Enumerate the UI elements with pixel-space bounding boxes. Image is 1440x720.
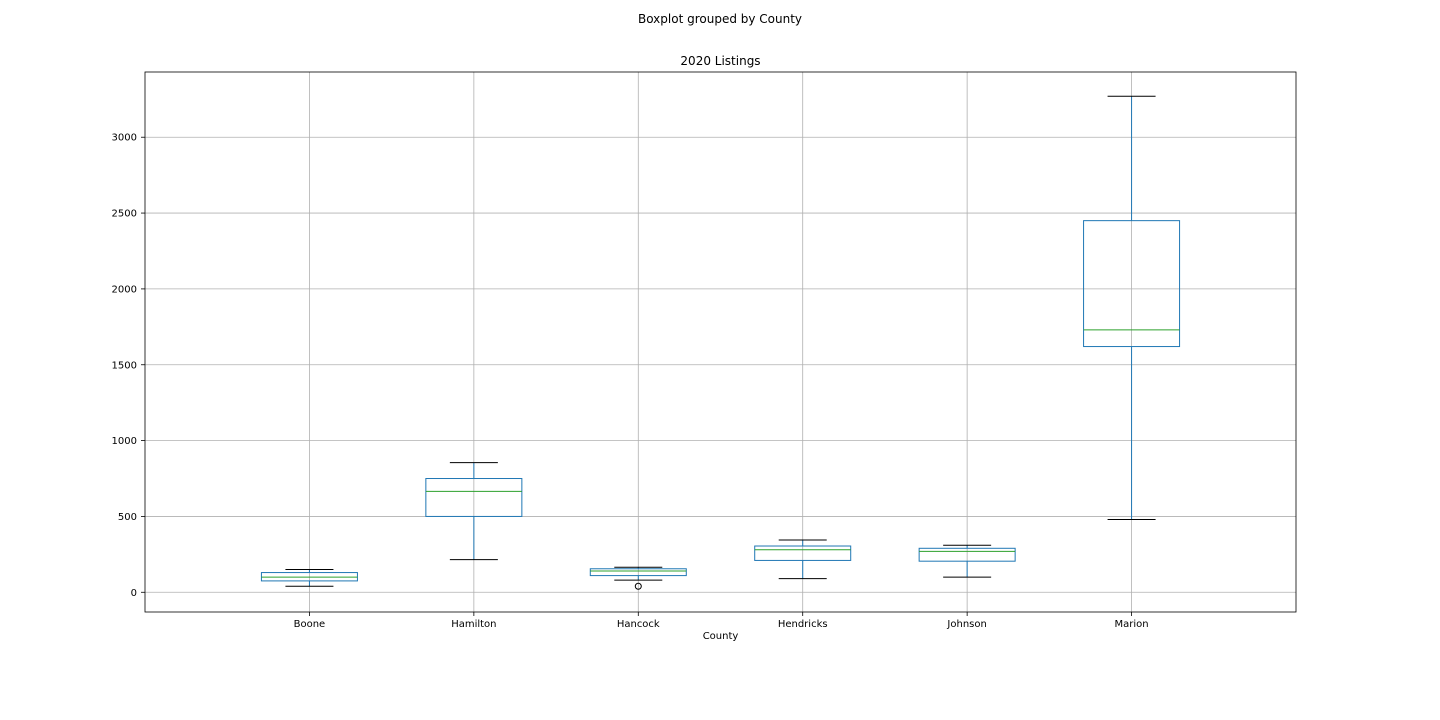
x-tick-label: Boone xyxy=(294,619,326,630)
box-hancock xyxy=(589,566,687,590)
x-tick-label: Johnson xyxy=(946,619,986,630)
x-tick-label: Hancock xyxy=(617,619,660,630)
box-hamilton xyxy=(425,462,523,561)
iqr-box xyxy=(425,478,523,517)
outlier-point xyxy=(634,582,642,590)
tick-layer: 0 500 1000 1500 2000 2500 3000 Boone Hamilton Han… xyxy=(112,133,1149,630)
figure-suptitle: Boxplot grouped by County xyxy=(637,12,803,26)
grid-layer xyxy=(145,72,1296,612)
box-marion xyxy=(1083,95,1181,520)
iqr-box xyxy=(1083,220,1181,348)
chart-title: 2020 Listings xyxy=(680,54,761,68)
iqr-box xyxy=(589,568,687,577)
x-tick-label: Hamilton xyxy=(451,619,496,630)
x-tick-label: Marion xyxy=(1115,619,1149,630)
y-tick-label: 3000 xyxy=(112,133,137,144)
y-tick-label: 1500 xyxy=(112,360,137,371)
y-tick-label: 0 xyxy=(131,588,137,599)
x-tick-label: Hendricks xyxy=(778,619,828,630)
iqr-box xyxy=(918,547,1016,562)
y-tick-label: 2000 xyxy=(112,284,137,295)
x-axis-label: County xyxy=(702,631,739,642)
box-johnson xyxy=(918,544,1016,578)
plot-frame xyxy=(144,71,1297,613)
iqr-box xyxy=(754,545,852,561)
y-tick-label: 2500 xyxy=(112,209,137,220)
y-tick-label: 500 xyxy=(118,512,137,523)
box-hendricks xyxy=(754,539,852,580)
y-tick-label: 1000 xyxy=(112,436,137,447)
box-boone xyxy=(260,569,358,587)
box-layer xyxy=(260,95,1181,590)
